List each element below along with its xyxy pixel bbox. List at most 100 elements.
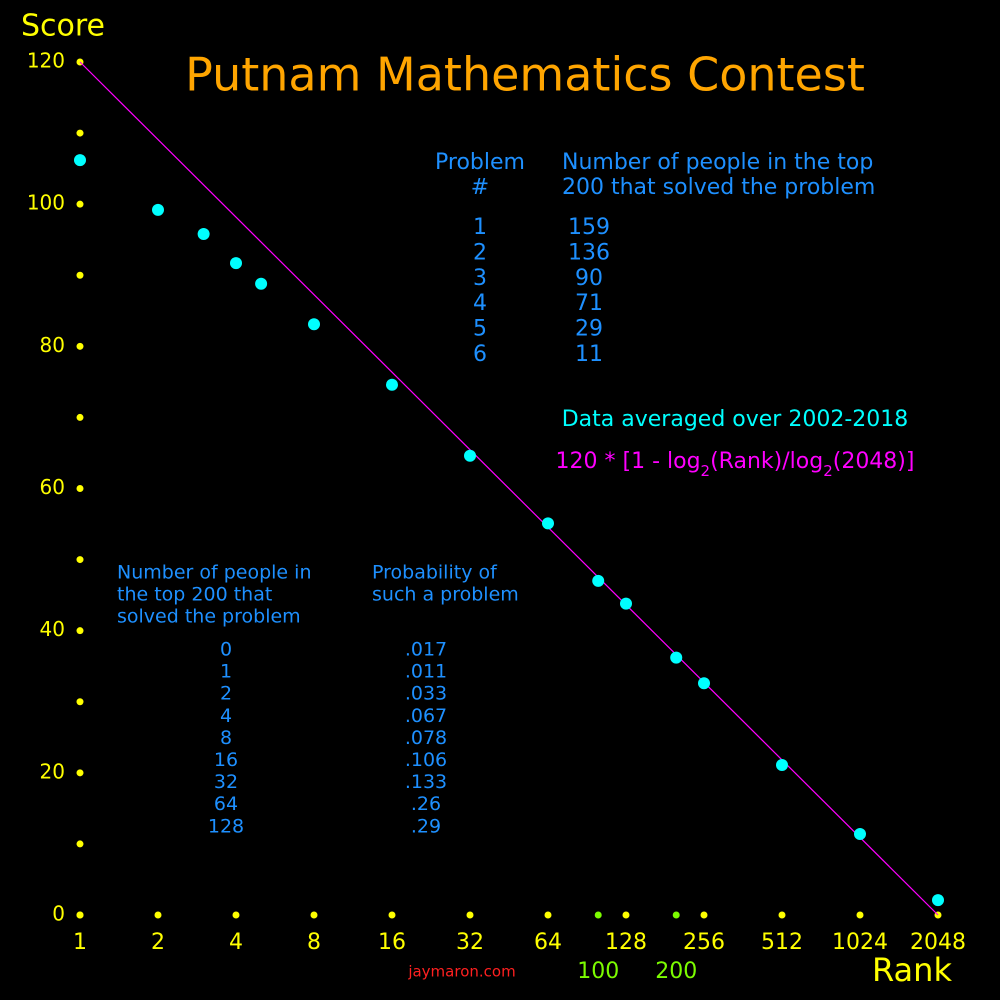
y-tick [76, 342, 84, 350]
x-tick-label: 512 [761, 930, 803, 955]
x-tick-label: 4 [229, 930, 243, 955]
data-point [386, 378, 398, 391]
data-point [620, 597, 632, 610]
data-point [932, 894, 944, 907]
y-minor-tick [76, 413, 84, 421]
y-tick-label: 80 [40, 333, 65, 357]
x-tick-label: 1024 [832, 930, 888, 955]
x-tick [622, 911, 630, 919]
x-tick [76, 911, 84, 919]
table-cell: 71 [575, 291, 603, 316]
table-header: Number of people in [117, 562, 311, 584]
data-point [74, 154, 86, 167]
y-minor-tick [76, 129, 84, 137]
x-tick [232, 911, 240, 919]
formula-part: (Rank)/log [710, 449, 823, 474]
data-point [592, 574, 605, 587]
table-header: Number of people in the top [562, 150, 873, 175]
data-point [464, 449, 476, 462]
x-tick [154, 911, 162, 919]
x-tick [700, 911, 708, 919]
table-cell: 6 [473, 342, 487, 367]
x-tick-label: 128 [605, 930, 647, 955]
data-point [776, 759, 788, 772]
chart-title: Putnam Mathematics Contest [185, 48, 865, 102]
y-tick-label: 60 [40, 475, 65, 499]
data-point [152, 203, 164, 216]
data-point [854, 827, 866, 840]
data-point [670, 651, 683, 664]
table-cell: 1 [473, 215, 487, 240]
x-extra-tick-label: 200 [655, 959, 697, 984]
table-cell: .078 [405, 727, 447, 749]
x-tick-label: 2048 [910, 930, 966, 955]
credit: jaymaron.com [407, 963, 515, 981]
table-cell: .067 [405, 705, 447, 727]
x-extra-tick-label: 100 [577, 959, 619, 984]
table-cell: 11 [575, 342, 603, 367]
y-minor-tick [76, 556, 84, 564]
table-cell: 64 [214, 793, 238, 815]
table-cell: 16 [214, 749, 238, 771]
data-point [698, 677, 710, 690]
table-cell: .26 [411, 793, 441, 815]
table-cell: 128 [208, 815, 244, 837]
table-cell: 4 [473, 291, 487, 316]
formula-subscript: 2 [823, 462, 833, 480]
data-point [255, 277, 268, 290]
table-cell: 4 [220, 705, 232, 727]
data-point [542, 517, 554, 530]
x-tick [778, 911, 786, 919]
formula-part: (2048)] [833, 449, 915, 474]
x-tick-label: 1 [73, 930, 87, 955]
table-cell: 32 [214, 771, 238, 793]
y-tick [76, 627, 84, 635]
x-tick [466, 911, 474, 919]
y-tick-label: 120 [27, 49, 65, 73]
table-header: Probability of [372, 562, 498, 584]
y-minor-tick [76, 840, 84, 848]
x-extra-tick [672, 911, 680, 919]
x-tick-label: 16 [378, 930, 406, 955]
x-tick-label: 32 [456, 930, 484, 955]
y-tick-label: 40 [40, 617, 65, 641]
y-tick-label: 20 [40, 759, 65, 783]
table-header: solved the problem [117, 606, 301, 628]
table-cell: .033 [405, 683, 447, 705]
table-cell: 136 [568, 240, 610, 265]
annotation: Data averaged over 2002-2018 [562, 407, 909, 432]
table-cell: 90 [575, 266, 603, 291]
x-tick-label: 2 [151, 930, 165, 955]
table-cell: .106 [405, 749, 447, 771]
x-tick-label: 256 [683, 930, 725, 955]
x-axis-label: Rank [872, 951, 952, 989]
table-header: the top 200 that [117, 584, 272, 606]
data-point [308, 318, 320, 331]
table-cell: .011 [405, 661, 447, 683]
x-extra-tick [594, 911, 602, 919]
table-header: 200 that solved the problem [562, 175, 875, 200]
x-tick-label: 64 [534, 930, 562, 955]
table-header: # [471, 175, 489, 200]
y-tick [76, 485, 84, 492]
table-cell: 3 [473, 266, 487, 291]
x-tick [310, 911, 318, 919]
y-tick-label: 0 [52, 902, 65, 926]
table-cell: 0 [220, 639, 232, 661]
formula-part: 120 * [1 - log [556, 449, 701, 474]
y-minor-tick [76, 271, 84, 279]
data-point [197, 228, 210, 241]
y-tick [76, 200, 84, 208]
table-cell: .017 [405, 639, 447, 661]
table-cell: 5 [473, 317, 487, 342]
table-cell: 8 [220, 727, 232, 749]
table-cell: 1 [220, 661, 232, 683]
table-cell: .133 [405, 771, 447, 793]
formula-subscript: 2 [701, 462, 711, 480]
table-cell: 2 [220, 683, 232, 705]
table-cell: 159 [568, 215, 610, 240]
table-cell: .29 [411, 815, 441, 837]
table-cell: 29 [575, 317, 603, 342]
y-tick [76, 769, 84, 777]
